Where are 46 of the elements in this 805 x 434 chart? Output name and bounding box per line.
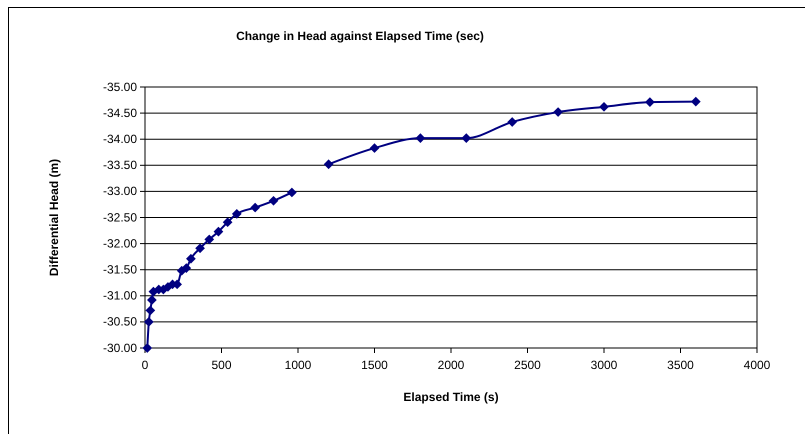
point	[287, 188, 297, 198]
y-tick-label: -31.00	[102, 288, 138, 303]
x-tick-label: 3500	[667, 358, 694, 372]
x-tick-label: 500	[211, 358, 232, 372]
y-tick-label: -32.00	[102, 236, 138, 250]
chart-title: Change in Head against Elapsed Time (sec)	[236, 29, 484, 43]
y-tick-label: -34.00	[102, 132, 138, 146]
point	[599, 102, 609, 112]
y-tick-label: -33.00	[102, 184, 138, 198]
point	[214, 226, 224, 236]
x-tick-label: 1500	[361, 358, 388, 372]
point	[250, 202, 260, 212]
point	[147, 295, 157, 305]
x-tick-label: 2000	[438, 358, 465, 372]
y-tick-label: -31.50	[102, 262, 138, 277]
point	[645, 97, 655, 107]
point	[507, 117, 518, 127]
point	[186, 254, 196, 264]
x-tick-label: 2500	[514, 358, 542, 372]
y-tick-label: -30.50	[102, 314, 138, 329]
point	[144, 317, 154, 327]
point	[146, 306, 156, 316]
point	[690, 96, 701, 106]
y-axis-title: Differential Head (m)	[47, 158, 61, 276]
x-tick-label: 0	[142, 358, 149, 372]
point	[416, 133, 426, 144]
x-tick-label: 3000	[590, 358, 618, 372]
point	[268, 196, 278, 206]
point	[232, 208, 242, 219]
point	[461, 133, 472, 144]
point	[181, 263, 192, 273]
x-tick-label: 4000	[744, 358, 771, 372]
x-axis-title: Elapsed Time (s)	[403, 390, 499, 404]
x-tick-label: 1000	[284, 358, 312, 372]
point	[553, 107, 563, 117]
point	[204, 234, 214, 244]
point	[370, 143, 380, 153]
y-tick-label: -34.50	[102, 106, 138, 120]
y-tick-label: -32.50	[102, 210, 138, 224]
point	[324, 159, 334, 170]
point	[195, 243, 205, 254]
y-tick-label: -33.50	[102, 158, 138, 172]
point	[222, 217, 232, 228]
y-tick-label: -35.00	[102, 80, 138, 94]
point	[142, 343, 152, 353]
y-tick-label: -30.00	[102, 340, 138, 355]
